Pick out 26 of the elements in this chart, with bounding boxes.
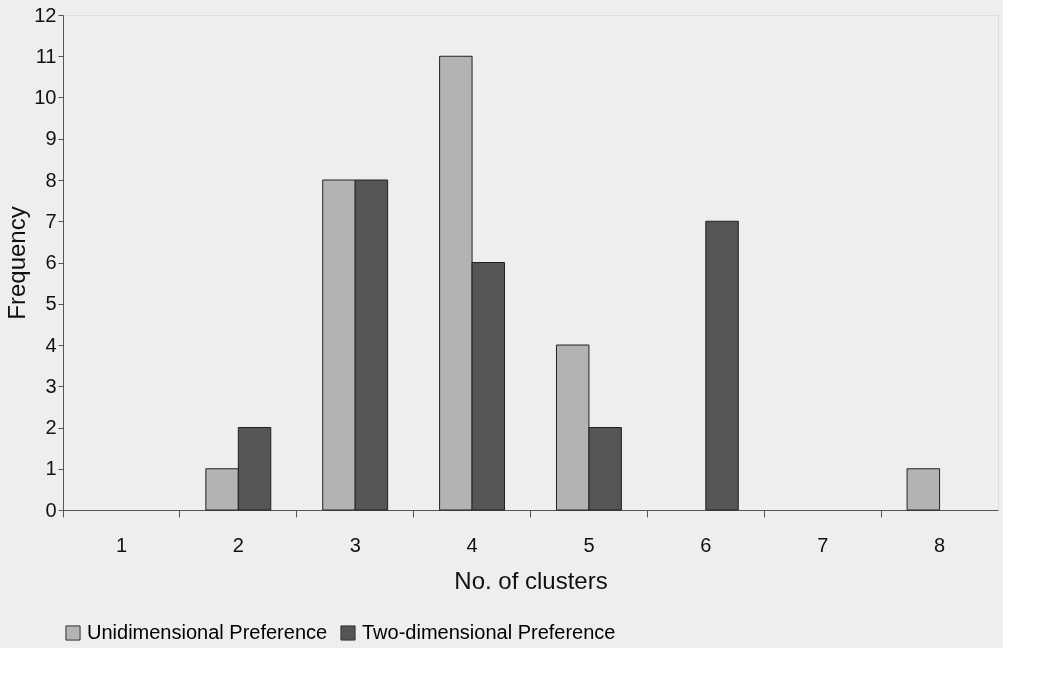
x-tick-label: 7 (817, 533, 829, 556)
y-tick-label: 1 (45, 457, 57, 480)
y-tick-label: 5 (45, 292, 57, 315)
y-tick-label: 0 (45, 498, 57, 521)
y-tick-label: 12 (34, 3, 57, 26)
y-tick-label: 11 (35, 44, 57, 67)
x-tick-label: 5 (583, 533, 595, 556)
legend-label: Two-dimensional Preference (362, 621, 616, 643)
legend-label: Unidimensional Preference (87, 621, 328, 643)
y-tick-label: 2 (45, 416, 57, 438)
y-axis-title: Frequency (3, 206, 31, 320)
x-tick-label: 2 (232, 533, 244, 556)
x-tick-label: 1 (115, 533, 127, 556)
y-tick-label: 6 (45, 251, 57, 273)
x-tick-label: 4 (466, 533, 478, 556)
x-tick-label: 3 (349, 533, 361, 556)
x-tick-label: 8 (934, 533, 946, 556)
x-tick-label: 6 (700, 533, 712, 556)
y-tick-label: 10 (34, 86, 57, 108)
y-tick-label: 7 (45, 209, 57, 232)
y-tick-label: 4 (45, 333, 57, 356)
y-tick-label: 8 (45, 168, 57, 191)
x-axis-title: No. of clusters (454, 566, 608, 594)
y-tick-label: 3 (45, 374, 57, 397)
bar (906, 468, 941, 511)
y-tick-label: 9 (45, 127, 57, 150)
